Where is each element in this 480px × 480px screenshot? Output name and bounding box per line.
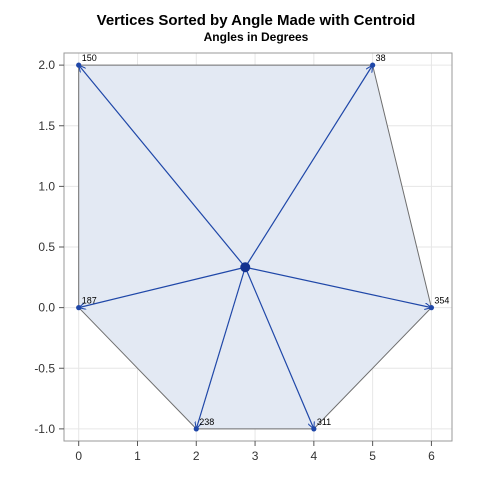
y-tick-label: 2.0 bbox=[38, 58, 55, 72]
vertex-label: 150 bbox=[82, 53, 97, 63]
centroid-vector bbox=[79, 266, 246, 307]
vertex-label: 238 bbox=[199, 417, 214, 427]
vertex-point bbox=[311, 426, 317, 432]
centroid-vector bbox=[196, 267, 246, 429]
vertex-point bbox=[370, 62, 376, 68]
x-tick-label: 0 bbox=[75, 449, 82, 463]
vertex-label: 38 bbox=[376, 53, 386, 63]
centroid-vector bbox=[244, 65, 372, 268]
y-tick-label: 0.0 bbox=[38, 301, 55, 315]
vertex-point bbox=[76, 305, 82, 311]
vertex-point bbox=[76, 62, 82, 68]
vertex-point bbox=[193, 426, 199, 432]
vertex-label: 354 bbox=[434, 296, 449, 306]
centroid-vector bbox=[245, 266, 431, 307]
vertex-label: 311 bbox=[317, 417, 331, 427]
centroid-vector bbox=[244, 267, 314, 429]
y-tick-label: 0.5 bbox=[38, 240, 55, 254]
x-tick-label: 6 bbox=[428, 449, 435, 463]
y-tick-label: -0.5 bbox=[34, 361, 55, 375]
centroid-point bbox=[240, 262, 251, 273]
x-tick-label: 3 bbox=[252, 449, 259, 463]
x-tick-label: 4 bbox=[311, 449, 318, 463]
plot-area: 38 150 187 238 311 354 0 1 2 3 4 5 6 -1.0 -0.5 0.0 0.5 1.… bbox=[34, 52, 453, 463]
x-tick-label: 1 bbox=[134, 449, 141, 463]
chart-title: Vertices Sorted by Angle Made with Centr… bbox=[97, 12, 416, 29]
x-tick-label: 5 bbox=[369, 449, 376, 463]
y-tick-label: -1.0 bbox=[34, 422, 55, 436]
x-tick-label: 2 bbox=[193, 449, 200, 463]
vertex-label: 187 bbox=[82, 296, 97, 306]
y-tick-label: 1.5 bbox=[38, 119, 55, 133]
chart-subtitle: Angles in Degrees bbox=[204, 30, 309, 44]
vertex-point bbox=[428, 305, 435, 311]
y-tick-label: 1.0 bbox=[38, 179, 55, 193]
centroid-vector bbox=[79, 65, 246, 268]
